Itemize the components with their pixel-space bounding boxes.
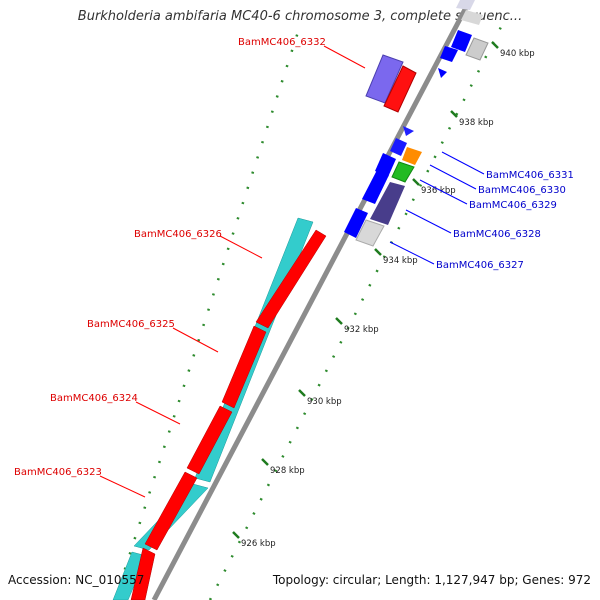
tick-label: 936 kbp (421, 186, 456, 196)
tick-label: 940 kbp (500, 49, 535, 59)
gene-bar-6324-red (186, 405, 233, 475)
leader-line (99, 475, 146, 498)
left-gene-labels: BamMC406_6332 BamMC406_6326 BamMC406_6325 B… (14, 37, 366, 498)
red-gene-track[interactable] (130, 229, 327, 600)
tick-label: 932 kbp (344, 325, 379, 335)
map-title: Burkholderia ambifaria MC40-6 chromosome… (77, 9, 523, 24)
leader-line (323, 45, 366, 69)
leader-line (389, 241, 435, 265)
scale-ticks: 926 kbp 928 kbp 930 kbp 932 kbp 934 kbp 936 k… (232, 41, 535, 549)
leader-line (429, 164, 477, 190)
leader-line (135, 401, 181, 425)
gene-cluster-940[interactable] (438, 0, 489, 78)
right-gene-labels: BamMC406_6331 BamMC406_6330 BamMC406_6329 B… (389, 151, 574, 271)
gene-label-left[interactable]: BamMC406_6332 (238, 37, 326, 48)
gene-label-right[interactable]: BamMC406_6327 (436, 260, 524, 271)
outer-dotted-ring (113, 31, 300, 600)
tick-mark (491, 41, 499, 49)
tick-label: 930 kbp (307, 397, 342, 407)
leader-line (419, 179, 468, 205)
leader-line (219, 235, 263, 259)
tick-label: 934 kbp (383, 256, 418, 266)
gene-bar-6325-red (221, 325, 267, 409)
gene-bar-6322-red (130, 547, 156, 600)
gene-label-left[interactable]: BamMC406_6324 (50, 393, 138, 404)
gene-bar-6326-red (255, 229, 327, 329)
tick-label: 928 kbp (270, 466, 305, 476)
inner-dotted-ring (208, 24, 504, 600)
tick-mark (232, 531, 240, 539)
tick-label: 938 kbp (459, 118, 494, 128)
gene-label-right[interactable]: BamMC406_6330 (478, 185, 566, 196)
gene-cluster-6332[interactable] (365, 54, 417, 113)
gene-label-right[interactable]: BamMC406_6331 (486, 170, 574, 181)
tick-mark (374, 248, 382, 256)
gene-label-left[interactable]: BamMC406_6325 (87, 319, 175, 330)
tick-mark (450, 110, 458, 118)
tick-mark (298, 389, 306, 397)
leader-line (172, 327, 219, 353)
backbone-line (151, 0, 473, 600)
accession-label: Accession: NC_010557 (8, 573, 145, 587)
leader-line (441, 151, 485, 175)
tick-mark (335, 317, 343, 325)
gene-label-right[interactable]: BamMC406_6329 (469, 200, 557, 211)
tick-mark (261, 458, 269, 466)
tick-mark (412, 178, 420, 186)
gene-cluster-6327-6331[interactable] (344, 126, 422, 247)
cyan-gene-track[interactable] (112, 217, 314, 600)
tick-label: 926 kbp (241, 539, 276, 549)
gene-label-left[interactable]: BamMC406_6326 (134, 229, 222, 240)
gene-label-left[interactable]: BamMC406_6323 (14, 467, 102, 478)
leader-line (405, 209, 452, 234)
gene-bar-6323-red (144, 471, 198, 551)
gene-label-right[interactable]: BamMC406_6328 (453, 229, 541, 240)
topology-label: Topology: circular; Length: 1,127,947 bp… (272, 573, 591, 587)
